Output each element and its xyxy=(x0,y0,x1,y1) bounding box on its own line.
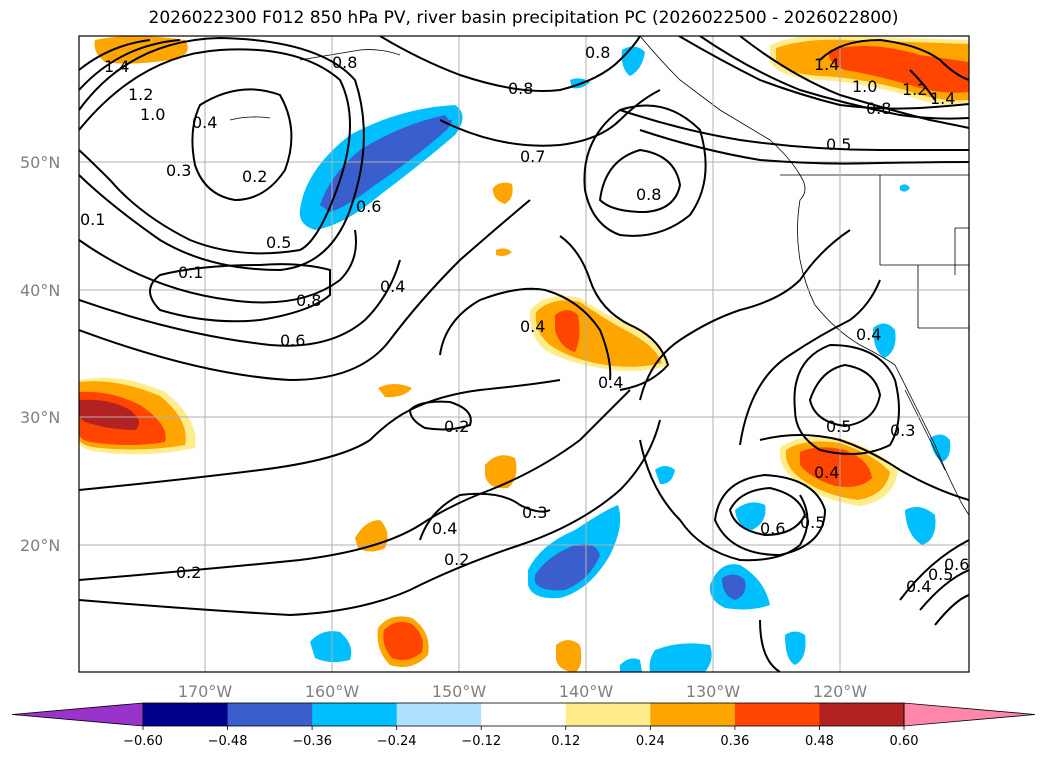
contour-label: 0.8 xyxy=(866,99,891,118)
contour-label: 0.6 xyxy=(944,555,969,574)
colorbar-tick-label: 0.12 xyxy=(551,734,580,749)
contour-label: 1.0 xyxy=(852,77,877,96)
latitude-labels: 50°N 40°N 30°N 20°N xyxy=(20,153,60,555)
contour-label: 0.1 xyxy=(178,263,203,282)
contour-label: 0.4 xyxy=(856,325,881,344)
contour-label: 1.4 xyxy=(104,57,129,76)
colorbar-segment xyxy=(312,703,398,726)
contour-label: 0.5 xyxy=(928,565,953,584)
contour-label: 1.2 xyxy=(128,85,153,104)
contour-label: 0.8 xyxy=(585,43,610,62)
contour-label: 0.5 xyxy=(266,233,291,252)
contour-label: 0.4 xyxy=(598,373,623,392)
longitude-label: 140°W xyxy=(559,682,614,701)
contour-label: 0.2 xyxy=(242,167,267,186)
longitude-label: 130°W xyxy=(686,682,741,701)
longitude-label: 170°W xyxy=(178,682,233,701)
contour-label: 0.6 xyxy=(280,331,305,350)
pv-contours xyxy=(79,36,969,672)
longitude-label: 160°W xyxy=(305,682,360,701)
longitude-label: 120°W xyxy=(813,682,868,701)
latitude-label: 50°N xyxy=(20,153,60,172)
longitude-labels: 170°W 160°W 150°W 140°W 130°W 120°W xyxy=(178,682,868,701)
contour-label: 0.4 xyxy=(192,113,217,132)
colorbar-segment xyxy=(227,703,313,726)
colorbar-segment xyxy=(143,703,229,726)
contour-label: 0.3 xyxy=(166,161,191,180)
contour-label: 0.6 xyxy=(356,197,381,216)
contour-label: 0.2 xyxy=(444,417,469,436)
contour-label: 0.4 xyxy=(520,317,545,336)
colorbar-tick-label: 0.48 xyxy=(805,734,834,749)
contour-label: 0.4 xyxy=(380,277,405,296)
latitude-label: 20°N xyxy=(20,536,60,555)
contour-label: 0.8 xyxy=(508,79,533,98)
latitude-label: 40°N xyxy=(20,281,60,300)
contour-label: 0.8 xyxy=(332,53,357,72)
contour-label: 0.7 xyxy=(520,147,545,166)
colorbar-tick-label: −0.24 xyxy=(377,734,417,749)
colorbar-segment xyxy=(565,703,651,726)
colorbar-segment xyxy=(481,703,567,726)
contour-label: 1.2 xyxy=(902,80,927,99)
map-title: 2026022300 F012 850 hPa PV, river basin … xyxy=(148,8,899,28)
contour-label: 0.3 xyxy=(522,503,547,522)
colorbar-tick-label: 0.36 xyxy=(720,734,749,749)
contour-label: 0.8 xyxy=(636,185,661,204)
colorbar-tick-label: −0.48 xyxy=(208,734,248,749)
colorbar-tick-label: 0.24 xyxy=(636,734,665,749)
colorbar-segment xyxy=(396,703,482,726)
longitude-label: 150°W xyxy=(432,682,487,701)
contour-label: 0.4 xyxy=(814,463,839,482)
colorbar-tick-label: −0.60 xyxy=(123,734,163,749)
colorbar-segment xyxy=(734,703,820,726)
contour-label: 0.1 xyxy=(80,210,105,229)
colorbar-extend-high xyxy=(903,702,1036,727)
contour-label: 0.2 xyxy=(176,563,201,582)
plot-area xyxy=(79,36,969,672)
contour-label: 0.4 xyxy=(432,519,457,538)
contour-label: 0.8 xyxy=(296,291,321,310)
colorbar-tick-label: 0.60 xyxy=(890,734,919,749)
contour-labels: 1.4 1.2 1.0 0.4 0.3 0.2 0.1 0.8 0.8 0.8 … xyxy=(80,43,969,596)
contour-label: 1.0 xyxy=(140,105,165,124)
contour-label: 0.3 xyxy=(890,421,915,440)
colorbar-segment xyxy=(650,703,736,726)
contour-label: 0.4 xyxy=(906,577,931,596)
contour-label: 0.5 xyxy=(826,135,851,154)
contour-label: 0.2 xyxy=(444,550,469,569)
colorbar-segment xyxy=(819,703,905,726)
colorbar-tick-label: −0.36 xyxy=(292,734,332,749)
contour-label: 0.5 xyxy=(800,513,825,532)
precipitation-fill xyxy=(79,36,969,672)
contour-label: 0.6 xyxy=(760,519,785,538)
latitude-label: 30°N xyxy=(20,408,60,427)
colorbar-extend-low xyxy=(11,702,144,727)
colorbar-tick-label: −0.12 xyxy=(461,734,501,749)
colorbar-frame xyxy=(142,702,905,727)
contour-label: 1.4 xyxy=(930,89,955,108)
contour-label: 1.4 xyxy=(814,55,839,74)
colorbar: −0.60 −0.48 −0.36 −0.24 −0.12 0.12 0.24 0.36 0.4… xyxy=(11,702,1036,749)
plot-frame xyxy=(78,35,970,673)
contour-label: 0.5 xyxy=(826,417,851,436)
